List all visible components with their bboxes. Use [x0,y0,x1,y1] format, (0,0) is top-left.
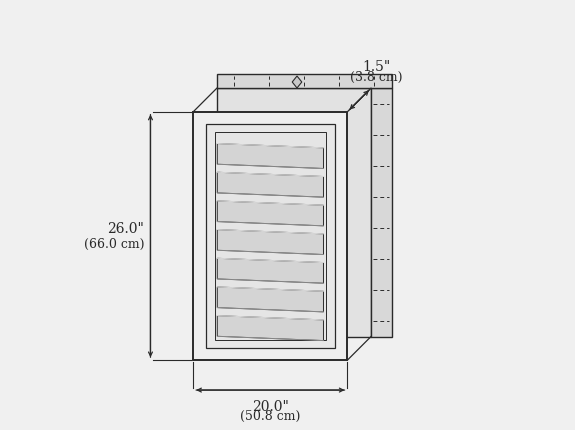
Text: (66.0 cm): (66.0 cm) [83,237,144,251]
Polygon shape [217,287,324,312]
Polygon shape [217,144,324,169]
Text: 26.0": 26.0" [107,222,144,236]
Bar [206,124,335,348]
Bar [217,75,392,89]
Bar [371,89,392,337]
Polygon shape [217,259,324,283]
Polygon shape [217,316,324,341]
Polygon shape [217,230,324,255]
Text: (3.8 cm): (3.8 cm) [350,71,402,83]
Bar [193,113,347,360]
Polygon shape [217,173,324,198]
Polygon shape [292,77,302,89]
Text: 1.5": 1.5" [362,60,390,74]
Polygon shape [217,201,324,226]
Bar [217,89,371,337]
Bar [215,133,325,340]
Text: (50.8 cm): (50.8 cm) [240,409,301,422]
Text: 20.0": 20.0" [252,399,289,413]
